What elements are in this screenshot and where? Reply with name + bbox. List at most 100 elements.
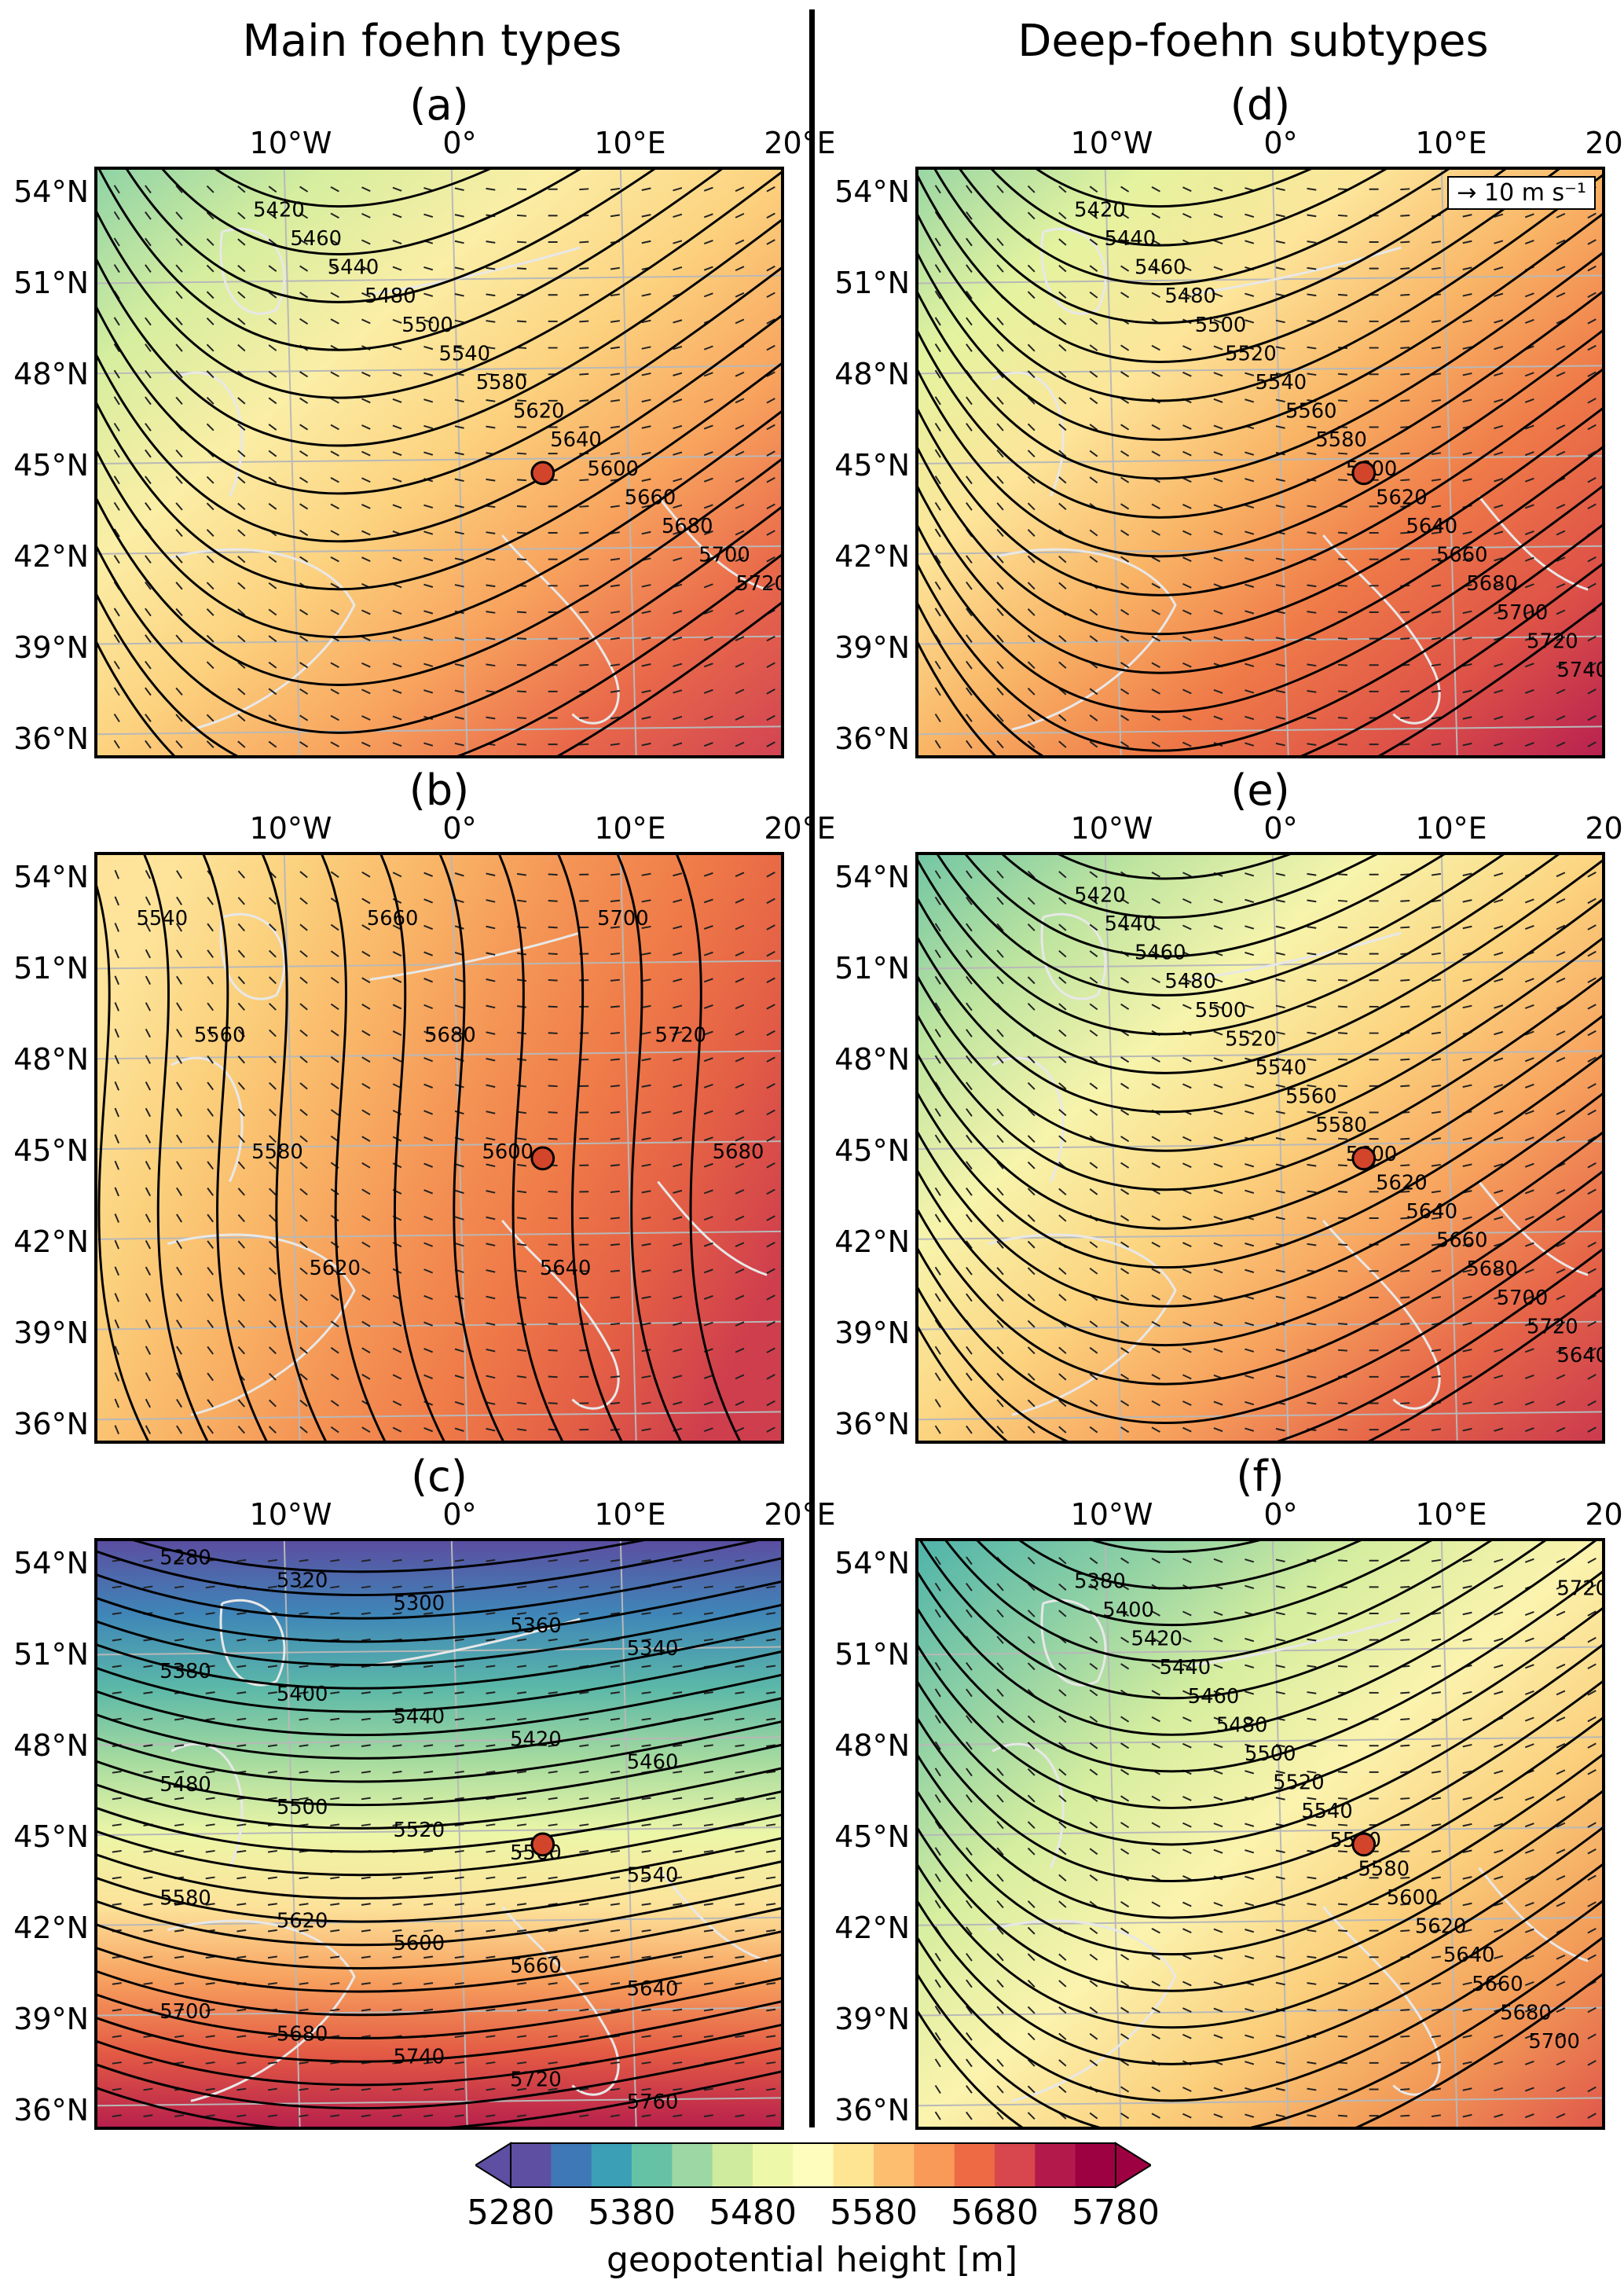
- wind-arrow: [392, 1903, 402, 1906]
- wind-arrow: [454, 319, 464, 324]
- wind-arrow: [206, 370, 214, 379]
- wind-arrow: [454, 1717, 464, 1721]
- wind-arrow: [1089, 1426, 1098, 1434]
- wind-arrow: [703, 1427, 713, 1433]
- wind-arrow: [1027, 2006, 1036, 2014]
- wind-arrow: [175, 608, 183, 617]
- wind-arrow: [205, 1797, 215, 1801]
- wind-arrow: [114, 1425, 119, 1435]
- wind-arrow: [205, 1876, 215, 1880]
- contour-label: 5540: [1256, 371, 1307, 395]
- wind-arrow: [1524, 1637, 1534, 1643]
- contour-label: 5720: [654, 1023, 706, 1047]
- wind-arrow: [766, 186, 775, 193]
- wind-arrow: [205, 1903, 215, 1906]
- wind-arrow: [113, 369, 120, 379]
- wind-arrow: [269, 1003, 277, 1011]
- wind-arrow: [517, 558, 527, 561]
- wind-arrow: [673, 1691, 683, 1694]
- wind-arrow: [330, 1982, 340, 1985]
- wind-arrow: [392, 372, 402, 377]
- wind-arrow: [1245, 213, 1255, 218]
- wind-arrow: [1151, 1610, 1160, 1617]
- wind-arrow: [1182, 1848, 1192, 1855]
- contour-label: 5500: [277, 1796, 328, 1819]
- wind-arrow: [641, 1638, 651, 1642]
- wind-arrow: [517, 1585, 527, 1589]
- wind-arrow: [1275, 1558, 1285, 1562]
- contour-label: 5640: [1406, 1200, 1458, 1224]
- wind-arrow: [1120, 1082, 1130, 1089]
- wind-arrow: [269, 1081, 277, 1090]
- wind-arrow: [206, 185, 214, 193]
- longitude-label: 10°W: [1070, 126, 1153, 160]
- wind-arrow: [673, 715, 683, 721]
- wind-arrow: [934, 1556, 941, 1566]
- colorbar-tick-label: 5780: [1072, 2193, 1160, 2233]
- wind-arrow: [145, 1398, 152, 1408]
- wind-arrow: [966, 1768, 973, 1777]
- wind-arrow: [1556, 1294, 1566, 1301]
- wind-arrow: [237, 923, 245, 932]
- contour-line: [1002, 855, 1378, 919]
- wind-arrow: [237, 1108, 245, 1117]
- wind-arrow: [113, 185, 120, 194]
- wind-arrow: [703, 1929, 713, 1933]
- latitude-label: 36°N: [13, 721, 89, 756]
- wind-arrow: [1556, 1822, 1566, 1828]
- wind-arrow: [548, 873, 558, 876]
- wind-arrow: [1587, 1109, 1597, 1116]
- wind-arrow: [966, 870, 973, 879]
- wind-arrow: [236, 1929, 247, 1933]
- wind-arrow: [237, 897, 245, 905]
- wind-arrow: [1213, 1848, 1223, 1854]
- wind-arrow: [673, 1295, 683, 1300]
- wind-arrow: [1151, 1374, 1160, 1380]
- wind-arrow: [1213, 504, 1223, 509]
- wind-arrow: [703, 1030, 713, 1036]
- wind-arrow: [1462, 925, 1472, 930]
- wind-arrow: [1213, 1980, 1223, 1986]
- wind-arrow: [267, 2087, 277, 2091]
- wind-arrow: [1494, 1770, 1504, 1775]
- wind-arrow: [486, 1427, 496, 1432]
- wind-arrow: [1307, 872, 1317, 876]
- wind-arrow: [996, 870, 1004, 879]
- wind-arrow: [486, 425, 496, 429]
- wind-arrow: [1120, 292, 1130, 299]
- wind-arrow: [361, 1612, 371, 1615]
- wind-arrow: [1027, 555, 1036, 563]
- wind-arrow: [517, 872, 527, 876]
- wind-arrow: [1307, 2114, 1317, 2117]
- wind-arrow: [934, 896, 941, 905]
- wind-arrow: [267, 1903, 277, 1906]
- wind-arrow: [330, 1003, 339, 1011]
- wind-arrow: [966, 1002, 973, 1011]
- wind-arrow: [206, 291, 214, 299]
- wind-arrow: [1431, 1691, 1441, 1694]
- colorbar-segment: [672, 2143, 713, 2187]
- wind-arrow: [1494, 952, 1504, 956]
- wind-arrow: [486, 320, 496, 323]
- wind-arrow: [934, 2032, 941, 2041]
- wind-arrow: [1338, 2088, 1348, 2091]
- wind-arrow: [1182, 1242, 1192, 1248]
- wind-arrow: [1058, 556, 1067, 563]
- wind-arrow: [610, 1903, 620, 1906]
- wind-arrow: [1027, 1346, 1036, 1355]
- wind-arrow: [145, 1081, 152, 1091]
- wind-arrow: [299, 1108, 308, 1117]
- contour-line: [918, 976, 1602, 1191]
- wind-arrow: [267, 2035, 277, 2039]
- wind-arrow: [1587, 1663, 1597, 1670]
- wind-arrow: [1058, 1426, 1067, 1434]
- contour-label: 5680: [713, 1140, 764, 1164]
- wind-arrow: [966, 660, 973, 670]
- wind-arrow: [735, 1797, 745, 1801]
- wind-arrow: [1524, 1083, 1534, 1088]
- wind-arrow: [703, 1638, 713, 1642]
- wind-arrow: [392, 1929, 402, 1933]
- wind-arrow: [1462, 1717, 1472, 1721]
- wind-arrow: [268, 265, 277, 273]
- wind-arrow: [735, 424, 745, 430]
